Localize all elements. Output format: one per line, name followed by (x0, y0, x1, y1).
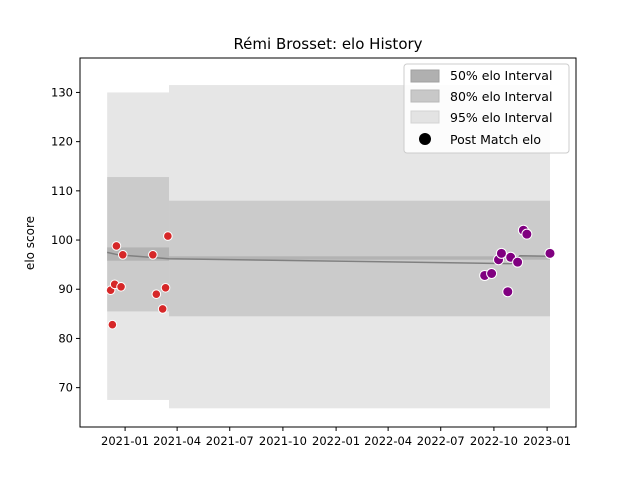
x-axis-ticks: 2021-01 2021-04 2021-07 2021-10 2022-01 2022-… (101, 427, 571, 448)
data-point-1 (107, 319, 118, 330)
x-tick-label-7: 2022-10 (470, 434, 518, 448)
legend-marker-point (419, 133, 431, 145)
data-point-17 (512, 256, 524, 268)
legend-swatch-80 (410, 89, 440, 103)
data-point-9 (160, 282, 171, 293)
data-point-15 (502, 286, 514, 298)
y-tick-label-5: 120 (51, 135, 73, 149)
data-point-5 (117, 250, 128, 260)
chart-title: Rémi Brosset: elo History (233, 35, 422, 53)
legend-frame (403, 63, 570, 154)
legend-label-95: 95% elo Interval (450, 110, 552, 125)
data-point-7 (151, 289, 162, 299)
data-point-6 (148, 250, 158, 260)
y-tick-label-1: 80 (58, 331, 73, 345)
mean-lines (107, 251, 550, 265)
band-50-segment-1 (169, 256, 550, 260)
legend-label-50: 50% elo Interval (450, 68, 552, 83)
y-axis-ticks: 70 80 90 100 110 120 130 (51, 85, 80, 395)
x-tick-label-8: 2023-01 (523, 434, 571, 448)
x-tick-label-6: 2022-07 (417, 434, 465, 448)
data-point-19 (521, 228, 533, 240)
y-tick-label-0: 70 (58, 381, 73, 395)
data-point-14 (495, 247, 507, 259)
x-tick-label-5: 2022-04 (364, 434, 412, 448)
y-tick-label-4: 110 (51, 184, 73, 198)
points (105, 224, 556, 330)
mean-line (107, 251, 550, 265)
x-tick-label-2: 2021-07 (206, 434, 254, 448)
x-tick-label-0: 2021-01 (101, 434, 149, 448)
data-point-12 (486, 267, 498, 279)
legend-swatch-95 (410, 110, 440, 124)
legend-label-80: 80% elo Interval (450, 89, 552, 104)
data-point-8 (157, 304, 168, 314)
x-tick-label-4: 2022-01 (312, 434, 360, 448)
legend-label-point: Post Match elo (450, 132, 541, 147)
legend-swatch-50 (410, 69, 440, 83)
legend: 50% elo Interval 80% elo Interval 95% el… (403, 63, 570, 154)
plot-frame (79, 57, 577, 428)
y-tick-label-2: 90 (58, 282, 73, 296)
data-point-3 (111, 241, 122, 251)
y-axis-label: elo score (23, 216, 37, 270)
data-point-20 (544, 247, 556, 259)
data-point-10 (163, 231, 173, 241)
x-tick-label-1: 2021-04 (153, 434, 201, 448)
data-point-4 (116, 281, 126, 292)
x-tick-label-3: 2021-10 (259, 434, 307, 448)
y-tick-label-3: 100 (51, 233, 73, 247)
y-tick-label-6: 130 (51, 85, 73, 99)
